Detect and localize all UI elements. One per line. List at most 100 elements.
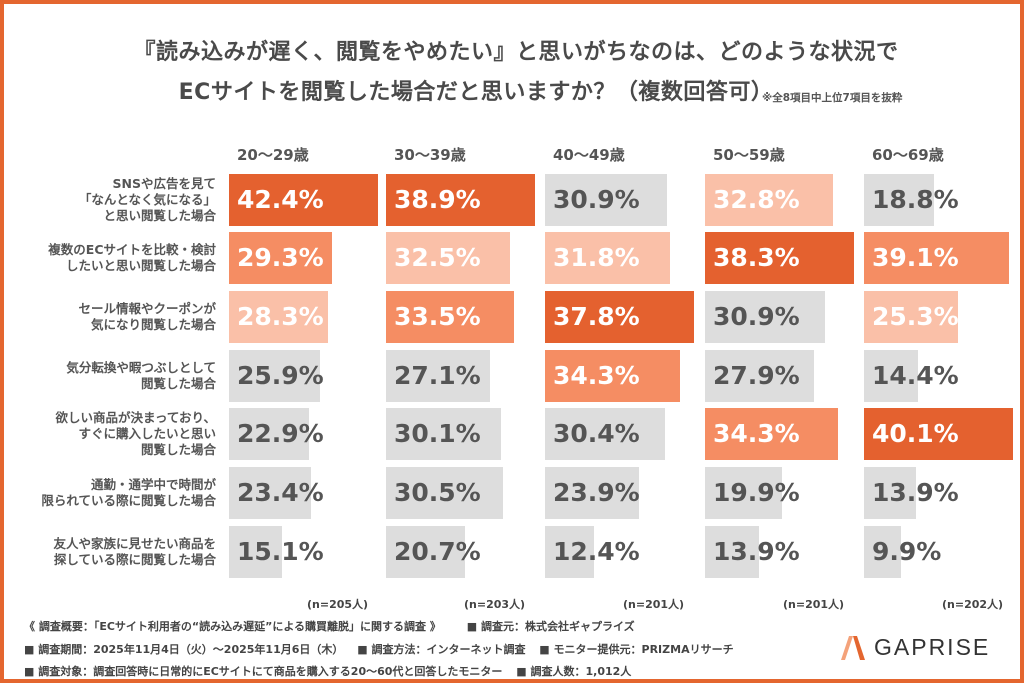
data-label: 27.9% — [713, 361, 800, 390]
data-label: 34.3% — [553, 361, 640, 390]
bar — [229, 526, 283, 578]
bar — [386, 526, 466, 578]
bar — [705, 232, 854, 284]
sample-size-label: (n=201人) — [623, 598, 685, 611]
sample-size-label: (n=203人) — [464, 598, 526, 611]
bar — [864, 174, 934, 226]
bar — [705, 350, 814, 402]
bar — [545, 350, 681, 402]
data-label: 28.3% — [237, 302, 324, 331]
data-label: 38.3% — [713, 243, 800, 272]
row-label-line: セール情報やクーポンが — [78, 301, 216, 316]
data-label: 18.8% — [872, 185, 959, 214]
row-label: SNSや広告を見て 「なんとなく気になる」 と思い閲覧した場合 — [14, 174, 216, 226]
bar — [229, 350, 321, 402]
data-label: 14.4% — [872, 361, 959, 390]
data-label: 33.5% — [394, 302, 481, 331]
data-label: 12.4% — [553, 537, 640, 566]
chart-title-line2: ECサイトを閲覧した場合だと思いますか？（複数回答可） — [178, 80, 774, 105]
sample-size-label: (n=201人) — [783, 598, 845, 611]
row-label-line: 通勤・通学中で時間が — [90, 477, 216, 492]
row-label-line: 「なんとなく気になる」 — [78, 192, 216, 207]
data-label: 13.9% — [713, 537, 800, 566]
bar — [545, 291, 694, 343]
data-label: 39.1% — [872, 243, 959, 272]
data-label: 30.9% — [553, 185, 640, 214]
row-label: 友人や家族に見せたい商品を 探している際に閲覧した場合 — [14, 526, 216, 578]
bar — [386, 174, 535, 226]
data-label: 42.4% — [237, 185, 324, 214]
bar — [229, 174, 378, 226]
row-label-line: 欲しい商品が決まっており、 — [55, 410, 216, 425]
bar — [705, 174, 833, 226]
data-label: 30.4% — [553, 419, 640, 448]
bar — [705, 467, 783, 519]
bar — [545, 174, 667, 226]
bar — [864, 526, 901, 578]
row-label-line: と思い閲覧した場合 — [103, 208, 216, 223]
survey-target: ■ 調査対象：調査回答時に日常的にECサイトにて商品を購入する20〜60代と回答… — [24, 665, 503, 678]
row-label-line: すぐに購入したいと思い — [78, 426, 216, 441]
bar — [864, 232, 1010, 284]
row-label: 欲しい商品が決まっており、 すぐに購入したいと思い 閲覧した場合 — [14, 408, 216, 460]
bar — [705, 526, 760, 578]
data-label: 32.8% — [713, 185, 800, 214]
data-label: 30.1% — [394, 419, 481, 448]
data-label: 27.1% — [394, 361, 481, 390]
footer-line2: ■ 調査期間：2025年11月4日（火）〜2025年11月6日（木） ■ 調査方… — [24, 641, 734, 657]
row-label-line: 気になり閲覧した場合 — [90, 317, 216, 332]
data-label: 22.9% — [237, 419, 324, 448]
survey-source: ■ 調査元：株式会社ギャプライズ — [466, 620, 635, 633]
row-label: 複数のECサイトを比較・検討 したいと思い閲覧した場合 — [14, 232, 216, 284]
data-label: 19.9% — [713, 478, 800, 507]
bar — [545, 526, 594, 578]
column-header: 40〜49歳 — [553, 146, 625, 164]
survey-overview: 《 調査概要：「ECサイト利用者の“読み込み遅延”による購買離脱」に関する調査 … — [24, 620, 441, 633]
bar — [864, 291, 958, 343]
data-label: 23.9% — [553, 478, 640, 507]
data-label: 40.1% — [872, 419, 959, 448]
bar — [386, 408, 502, 460]
chart-note: ※全8項目中上位7項目を抜粋 — [762, 92, 903, 104]
survey-period: ■ 調査期間：2025年11月4日（火）〜2025年11月6日（木） — [24, 643, 344, 656]
bar — [229, 408, 310, 460]
row-label-line: 探している際に閲覧した場合 — [53, 552, 216, 567]
data-label: 34.3% — [713, 419, 800, 448]
row-label-line: 閲覧した場合 — [140, 442, 216, 457]
row-label: 通勤・通学中で時間が 限られている際に閲覧した場合 — [14, 467, 216, 519]
bar — [864, 350, 918, 402]
data-label: 25.9% — [237, 361, 324, 390]
column-header: 60〜69歳 — [872, 146, 944, 164]
column-header: 30〜39歳 — [394, 146, 466, 164]
data-label: 37.8% — [553, 302, 640, 331]
bar — [386, 467, 503, 519]
sample-size-label: (n=202人) — [942, 598, 1004, 611]
row-label: 気分転換や暇つぶしとして 閲覧した場合 — [14, 350, 216, 402]
bar — [705, 291, 826, 343]
bar — [229, 291, 329, 343]
gaprise-a-logo-icon — [841, 635, 865, 660]
data-label: 32.5% — [394, 243, 481, 272]
chart-title-line1: 『読み込みが遅く、閲覧をやめたい』と思いがちなのは、どのような状況で — [133, 40, 899, 65]
data-label: 25.3% — [872, 302, 959, 331]
monitor-provider: ■ モニター提供元：PRIZMAリサーチ — [539, 643, 734, 656]
data-label: 30.9% — [713, 302, 800, 331]
bar — [705, 408, 839, 460]
bar — [545, 408, 665, 460]
bar — [545, 232, 671, 284]
sample-size-label: (n=205人) — [307, 598, 369, 611]
bar — [229, 232, 332, 284]
data-label: 15.1% — [237, 537, 324, 566]
data-label: 29.3% — [237, 243, 324, 272]
footer-line3: ■ 調査対象：調査回答時に日常的にECサイトにて商品を購入する20〜60代と回答… — [24, 663, 631, 679]
data-label: 13.9% — [872, 478, 959, 507]
row-label-line: 限られている際に閲覧した場合 — [41, 493, 216, 508]
row-label-line: 閲覧した場合 — [140, 376, 216, 391]
gaprise-logo: GAPRISE — [840, 634, 990, 661]
row-label: セール情報やクーポンが 気になり閲覧した場合 — [14, 291, 216, 343]
row-label-line: 気分転換や暇つぶしとして — [66, 360, 216, 375]
survey-count: ■ 調査人数：1,012人 — [516, 665, 632, 678]
row-label-line: したいと思い閲覧した場合 — [65, 258, 216, 273]
data-label: 30.5% — [394, 478, 481, 507]
